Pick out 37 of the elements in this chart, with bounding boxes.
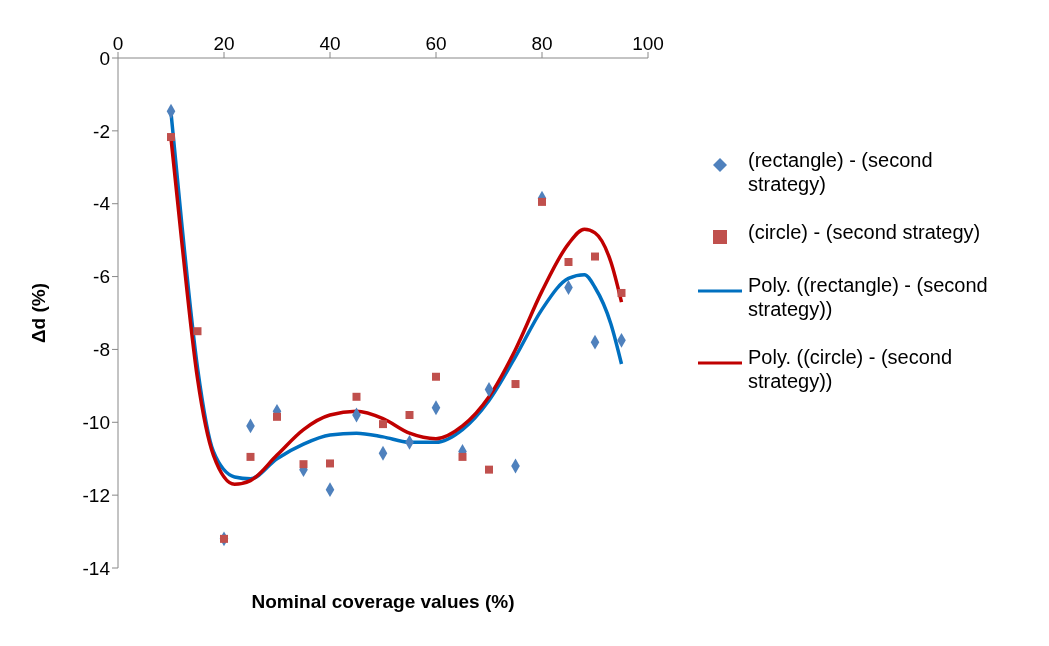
y-tick-label: -14 bbox=[82, 557, 111, 579]
y-tick-label: -6 bbox=[93, 266, 110, 288]
y-tick-label: -2 bbox=[93, 120, 110, 142]
x-tick-label: 60 bbox=[425, 33, 447, 54]
x-tick-label: 40 bbox=[319, 33, 341, 54]
point bbox=[273, 412, 281, 421]
point bbox=[511, 380, 520, 389]
point bbox=[405, 411, 414, 419]
point bbox=[432, 372, 440, 381]
point bbox=[352, 392, 361, 401]
point bbox=[617, 288, 626, 297]
point bbox=[591, 252, 599, 261]
point bbox=[299, 460, 308, 469]
legend-label: (rectangle) - (second strategy) bbox=[748, 148, 934, 196]
legend-label: Poly. ((rectangle) - (second strategy)) bbox=[748, 273, 989, 321]
y-tick-label: -4 bbox=[93, 193, 111, 215]
x-tick-label: 100 bbox=[632, 33, 664, 54]
x-tick-label: 20 bbox=[213, 33, 235, 54]
x-tick-label: 80 bbox=[531, 33, 553, 54]
y-tick-label: -10 bbox=[82, 412, 110, 434]
point bbox=[326, 459, 334, 468]
point bbox=[564, 258, 573, 266]
y-tick-label: -8 bbox=[93, 339, 110, 361]
y-axis-title: Δd (%) bbox=[27, 282, 49, 344]
x-axis-title: Nominal coverage values (%) bbox=[251, 591, 515, 612]
point bbox=[167, 133, 175, 142]
point bbox=[538, 197, 546, 206]
point bbox=[458, 452, 467, 461]
x-tick-label: 0 bbox=[112, 33, 124, 54]
point bbox=[485, 465, 493, 474]
point bbox=[246, 452, 255, 461]
y-tick-label: -12 bbox=[82, 484, 110, 506]
y-tick-label: 0 bbox=[99, 47, 110, 69]
legend-label: (circle) - (second strategy) bbox=[748, 220, 981, 244]
point bbox=[379, 420, 387, 429]
legend-label: Poly. ((circle) - (second strategy)) bbox=[748, 345, 954, 393]
point bbox=[193, 327, 202, 336]
